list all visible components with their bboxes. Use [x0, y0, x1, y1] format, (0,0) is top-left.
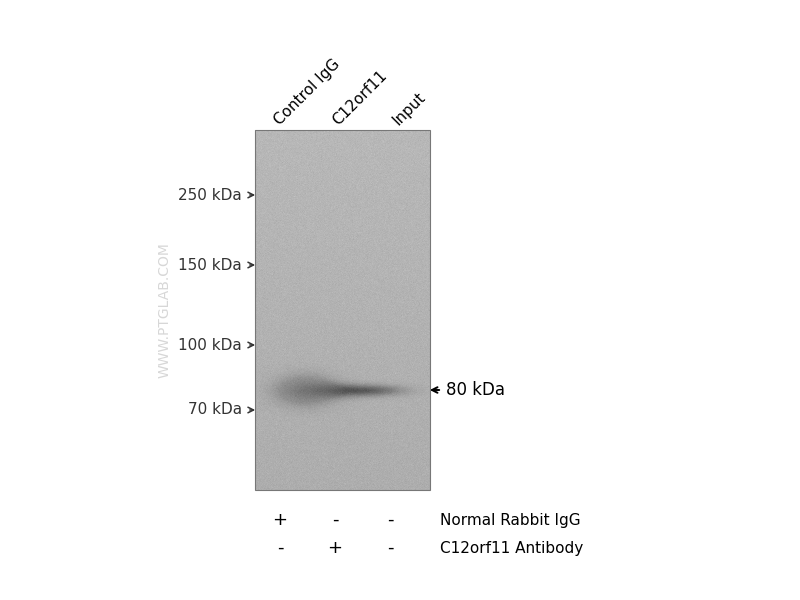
Text: 80 kDa: 80 kDa	[446, 381, 505, 399]
Text: +: +	[273, 511, 287, 529]
Text: WWW.PTGLAB.COM: WWW.PTGLAB.COM	[158, 242, 172, 378]
Text: C12orf11 Antibody: C12orf11 Antibody	[440, 541, 583, 556]
Text: -: -	[386, 539, 394, 557]
Text: Input: Input	[390, 89, 428, 128]
Text: C12orf11: C12orf11	[330, 68, 390, 128]
Text: -: -	[277, 539, 283, 557]
Text: 100 kDa: 100 kDa	[178, 337, 242, 352]
Text: -: -	[332, 511, 338, 529]
Text: Control IgG: Control IgG	[271, 56, 343, 128]
Bar	[255, 130, 430, 490]
Text: 70 kDa: 70 kDa	[188, 403, 242, 418]
Text: -: -	[386, 511, 394, 529]
Text: Normal Rabbit IgG: Normal Rabbit IgG	[440, 512, 581, 527]
Text: 150 kDa: 150 kDa	[178, 257, 242, 272]
Text: +: +	[327, 539, 342, 557]
Text: 250 kDa: 250 kDa	[178, 187, 242, 202]
